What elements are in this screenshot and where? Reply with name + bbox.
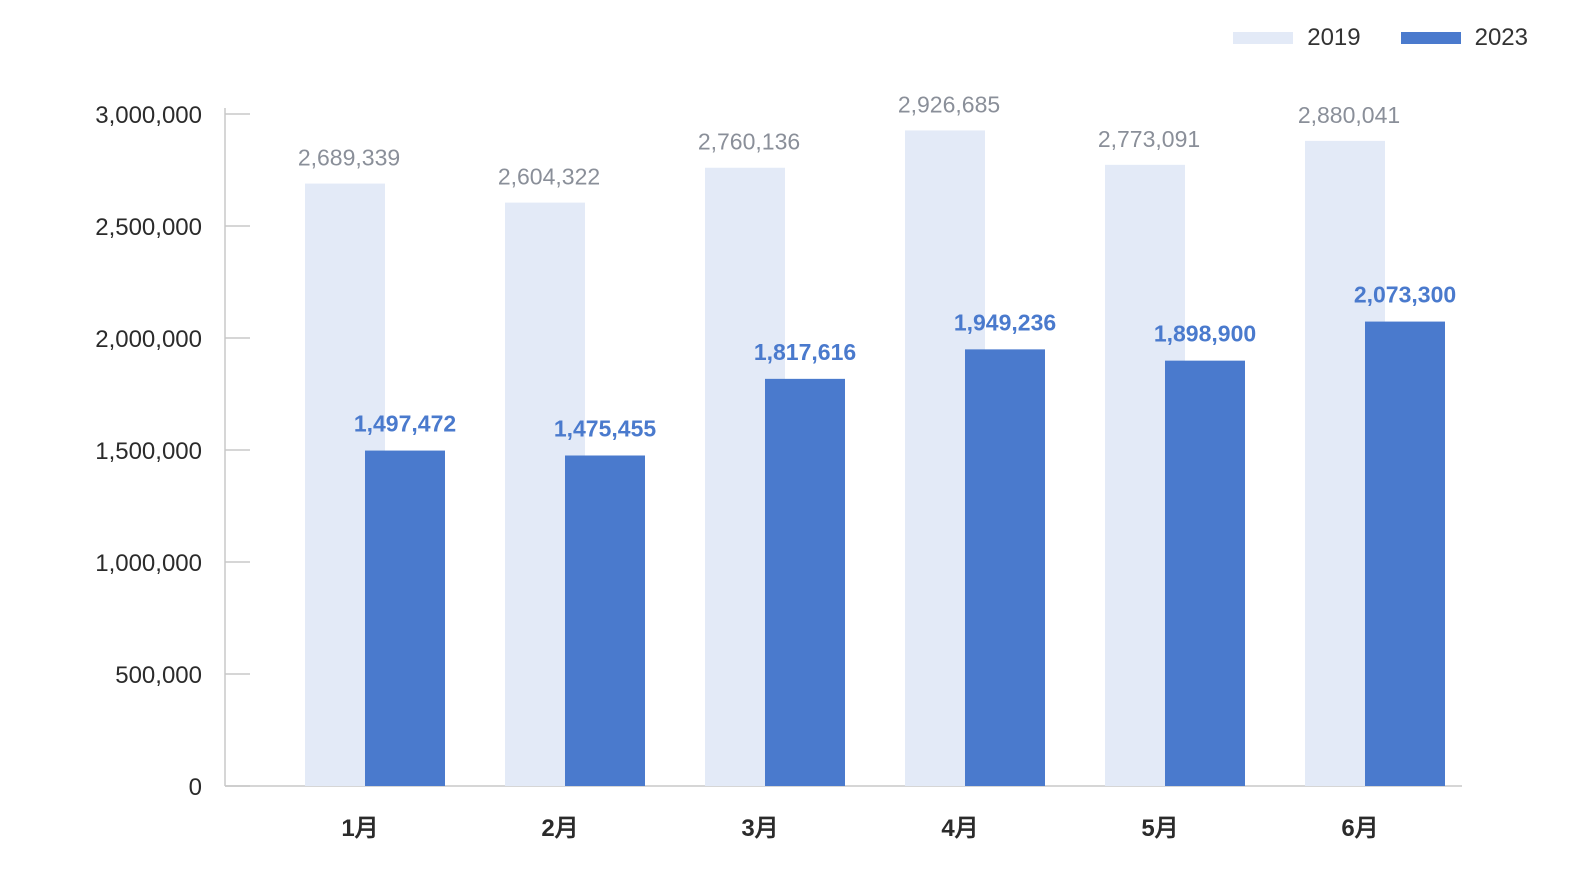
- legend-label-2023: 2023: [1474, 24, 1528, 51]
- data-label-2023: 1,817,616: [754, 339, 856, 365]
- data-label-2023: 1,898,900: [1154, 321, 1256, 347]
- legend-label-2019: 2019: [1307, 24, 1361, 51]
- data-label-2019: 2,880,041: [1298, 102, 1400, 128]
- x-category-label: 1月: [341, 815, 378, 842]
- y-tick-label: 3,000,000: [95, 102, 202, 129]
- y-tick-label: 500,000: [115, 662, 202, 689]
- y-tick-label: 1,000,000: [95, 550, 202, 577]
- x-category-label: 5月: [1141, 815, 1178, 842]
- bar-2023[interactable]: [365, 450, 445, 786]
- y-tick-label: 2,500,000: [95, 214, 202, 241]
- data-label-2023: 1,949,236: [954, 309, 1056, 335]
- legend-swatch-2023: [1400, 32, 1461, 44]
- data-label-2019: 2,773,091: [1098, 126, 1200, 152]
- bar-2023[interactable]: [765, 378, 845, 786]
- data-label-2019: 2,760,136: [698, 129, 800, 155]
- y-tick-label: 2,000,000: [95, 326, 202, 353]
- data-label-2019: 2,689,339: [298, 145, 400, 171]
- bar-2023[interactable]: [1165, 360, 1245, 786]
- x-category-label: 4月: [941, 815, 978, 842]
- data-label-2023: 2,073,300: [1354, 282, 1456, 308]
- data-label-2019: 2,926,685: [898, 91, 1000, 117]
- x-category-label: 3月: [741, 815, 778, 842]
- chart-legend: 2019 2023: [1233, 24, 1528, 52]
- data-label-2019: 2,604,322: [498, 164, 600, 190]
- bar-2023[interactable]: [565, 455, 645, 786]
- y-tick-label: 1,500,000: [95, 438, 202, 465]
- y-tick-label: 0: [189, 774, 202, 801]
- legend-item-2023[interactable]: 2023: [1400, 24, 1528, 52]
- x-category-label: 6月: [1341, 815, 1378, 842]
- bar-2023[interactable]: [965, 349, 1045, 786]
- legend-item-2019[interactable]: 2019: [1233, 24, 1361, 52]
- data-label-2023: 1,475,455: [554, 415, 657, 441]
- x-category-label: 2月: [541, 815, 578, 842]
- legend-swatch-2019: [1233, 32, 1294, 44]
- bar-2023[interactable]: [1365, 321, 1445, 786]
- data-label-2023: 1,497,472: [354, 411, 456, 437]
